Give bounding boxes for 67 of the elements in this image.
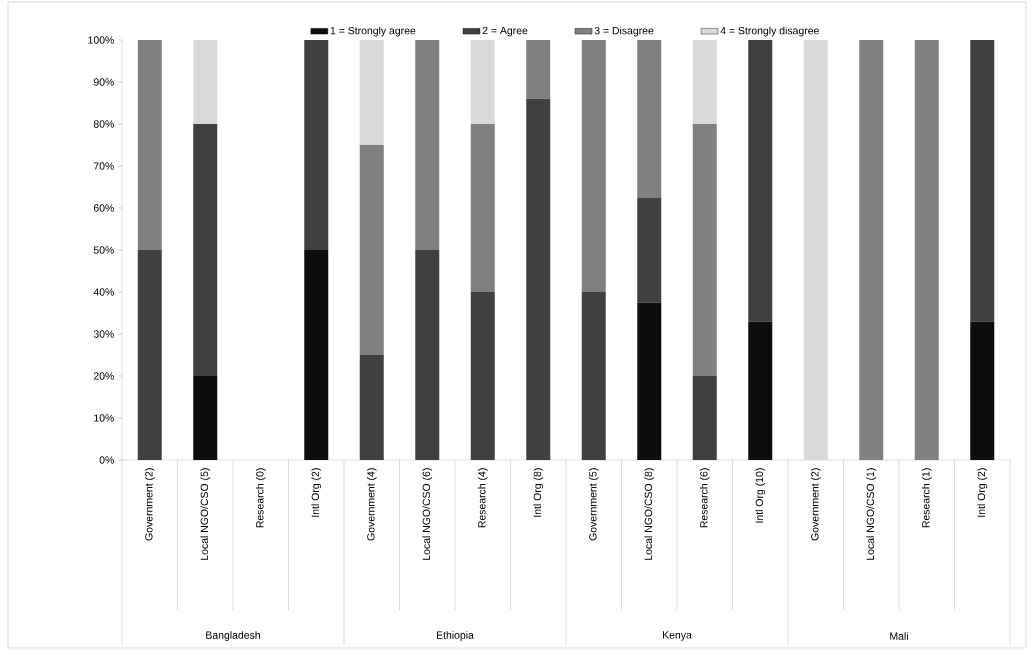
bar (415, 40, 440, 250)
bar (359, 145, 384, 355)
legend-label: 4 = Strongly disagree (720, 26, 819, 37)
bar (748, 321, 773, 460)
y-tick-label: 40% (93, 288, 114, 296)
bar (359, 40, 384, 145)
bar (914, 40, 939, 460)
x-tick-label: Research (4) (477, 468, 488, 528)
bar (470, 292, 495, 460)
text: Kenya (663, 631, 692, 641)
bar (859, 40, 884, 460)
y-tick-label: 50% (93, 246, 114, 254)
x-tick-label: Intl Org (2) (977, 468, 988, 517)
x-tick-label: Intl Org (8) (533, 468, 544, 517)
y-tick-label: 60% (93, 204, 114, 212)
x-tick-label: Government (2) (144, 468, 155, 541)
y-tick-label: 10% (94, 414, 114, 422)
x-tick-label: Local NGO/CSO (1) (866, 468, 877, 560)
bar (581, 40, 606, 292)
bar (692, 124, 717, 376)
legend-label: 2 = Agree (482, 26, 528, 37)
x-tick-label: Local NGO/CSO (5) (200, 468, 211, 560)
x-tick-label: Local NGO/CSO (6) (422, 468, 433, 560)
bar (470, 40, 495, 124)
y-tick-label: 80% (93, 120, 114, 128)
bar (526, 40, 551, 99)
bar (304, 250, 329, 460)
x-tick-label: Intl Org (2) (311, 468, 322, 517)
legend-label: 3 = Disagree (594, 26, 654, 37)
bar (193, 40, 218, 124)
y-tick-label: 0% (99, 456, 114, 464)
bar (193, 124, 218, 376)
bar (637, 40, 662, 198)
bar (748, 40, 773, 322)
bar (415, 250, 440, 460)
x-tick-label: Local NGO/CSO (8) (644, 468, 655, 560)
x-tick-label: Intl Org (10) (755, 468, 766, 523)
x-tick-label: Government (4) (366, 468, 377, 541)
text: Mali (890, 632, 908, 640)
bar (970, 321, 995, 460)
bar (970, 40, 995, 322)
x-tick-label: Research (1) (921, 468, 932, 528)
bar (304, 40, 329, 250)
y-tick-label: 100% (88, 36, 114, 44)
x-tick-label: Government (2) (810, 468, 821, 541)
bar (692, 40, 717, 124)
bar (637, 197, 662, 303)
bar (692, 376, 717, 460)
bar (193, 376, 218, 460)
bar (137, 250, 162, 460)
x-tick-label: Research (0) (255, 468, 266, 528)
bar (359, 355, 384, 460)
y-tick-label: 20% (93, 372, 114, 380)
bar (470, 124, 495, 292)
legend-label: 1 = Strongly agree (330, 26, 416, 37)
y-tick-label: 90% (93, 78, 114, 86)
bar (637, 302, 662, 460)
text: Ethiopia (436, 631, 474, 641)
bar (137, 40, 162, 250)
bar (581, 292, 606, 460)
x-tick-label: Research (6) (699, 468, 710, 528)
y-tick-label: 70% (93, 162, 114, 170)
text: Bangladesh (206, 631, 260, 641)
y-tick-label: 30% (93, 330, 114, 338)
bar (803, 40, 828, 460)
bar (526, 98, 551, 460)
x-tick-label: Government (5) (588, 468, 599, 541)
